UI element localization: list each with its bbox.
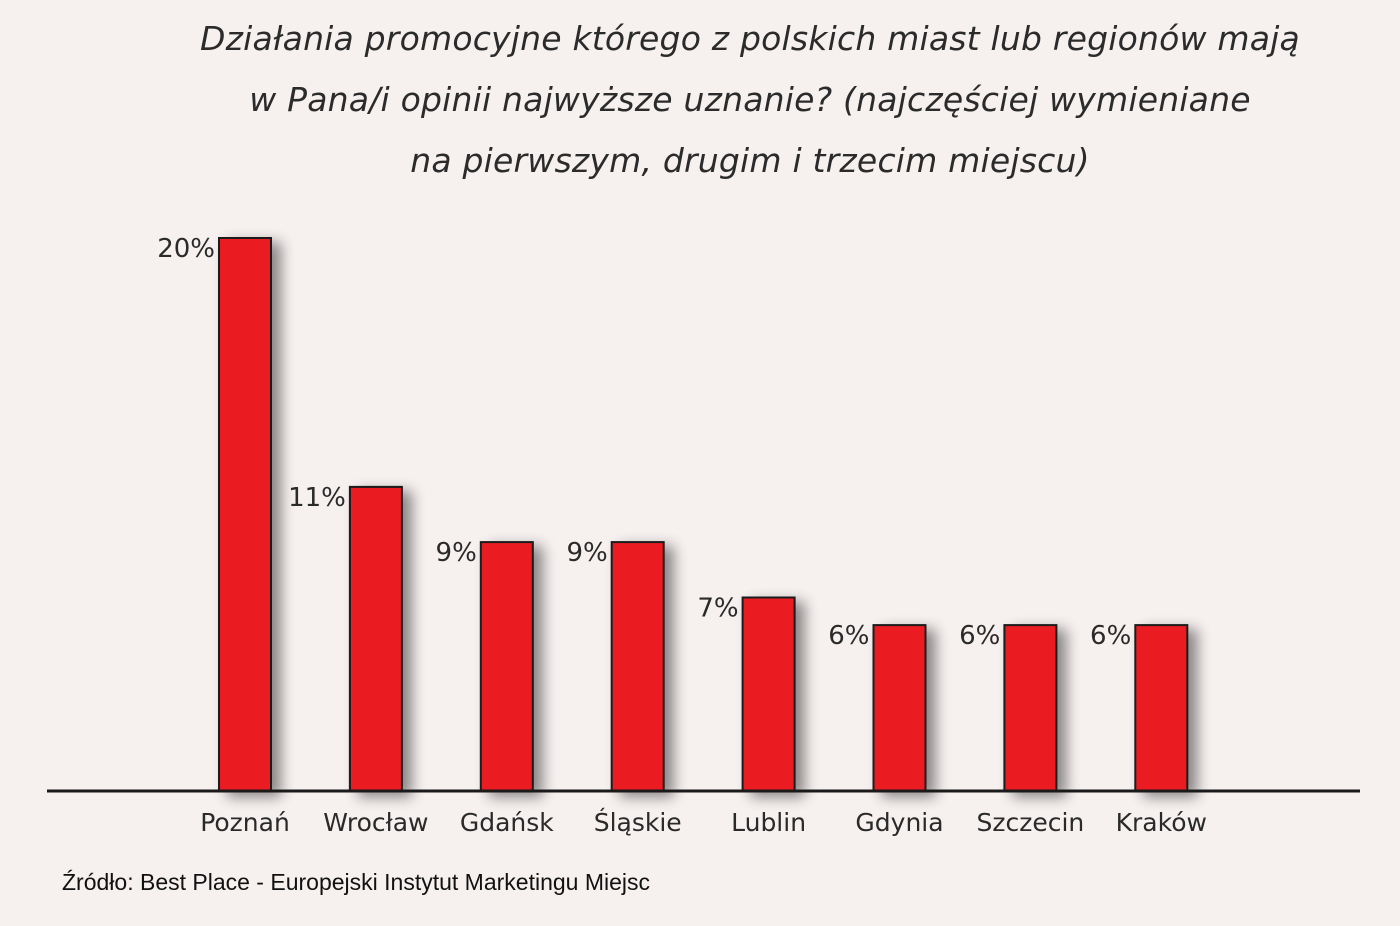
bar-2: [479, 541, 534, 792]
category-label-7: Kraków: [1116, 808, 1207, 837]
bar-0: [218, 237, 272, 792]
value-label-5: 6%: [828, 621, 869, 651]
value-label-1: 11%: [288, 483, 346, 513]
bar-3: [610, 541, 665, 792]
chart-title-line-3: na pierwszym, drugim i trzecim miejscu): [410, 141, 1090, 180]
category-label-2: Gdańsk: [460, 808, 554, 837]
category-label-5: Gdynia: [855, 808, 943, 837]
category-label-1: Wrocław: [323, 808, 428, 837]
value-label-2: 9%: [436, 538, 477, 568]
category-label-3: Śląskie: [594, 807, 682, 837]
chart-title-line-2: w Pana/i opinii najwyższe uznanie? (najc…: [249, 80, 1251, 119]
bar-6: [1003, 624, 1058, 792]
value-label-4: 7%: [697, 594, 738, 624]
chart-title: Działania promocyjne którego z polskich …: [200, 8, 1300, 191]
category-label-0: Poznań: [200, 808, 290, 837]
source-note: Źródło: Best Place - Europejski Instytut…: [62, 869, 651, 895]
value-label-0: 20%: [157, 234, 215, 264]
bar-5: [872, 624, 927, 792]
value-label-3: 9%: [566, 538, 607, 568]
bar-4: [741, 596, 796, 792]
bar-1: [348, 485, 403, 792]
value-label-6: 6%: [959, 621, 1000, 651]
chart-title-line-1: Działania promocyjne którego z polskich …: [200, 19, 1300, 58]
value-label-7: 6%: [1090, 621, 1131, 651]
category-label-6: Szczecin: [977, 808, 1085, 837]
bar-7: [1134, 624, 1189, 792]
category-label-4: Lublin: [731, 808, 806, 837]
